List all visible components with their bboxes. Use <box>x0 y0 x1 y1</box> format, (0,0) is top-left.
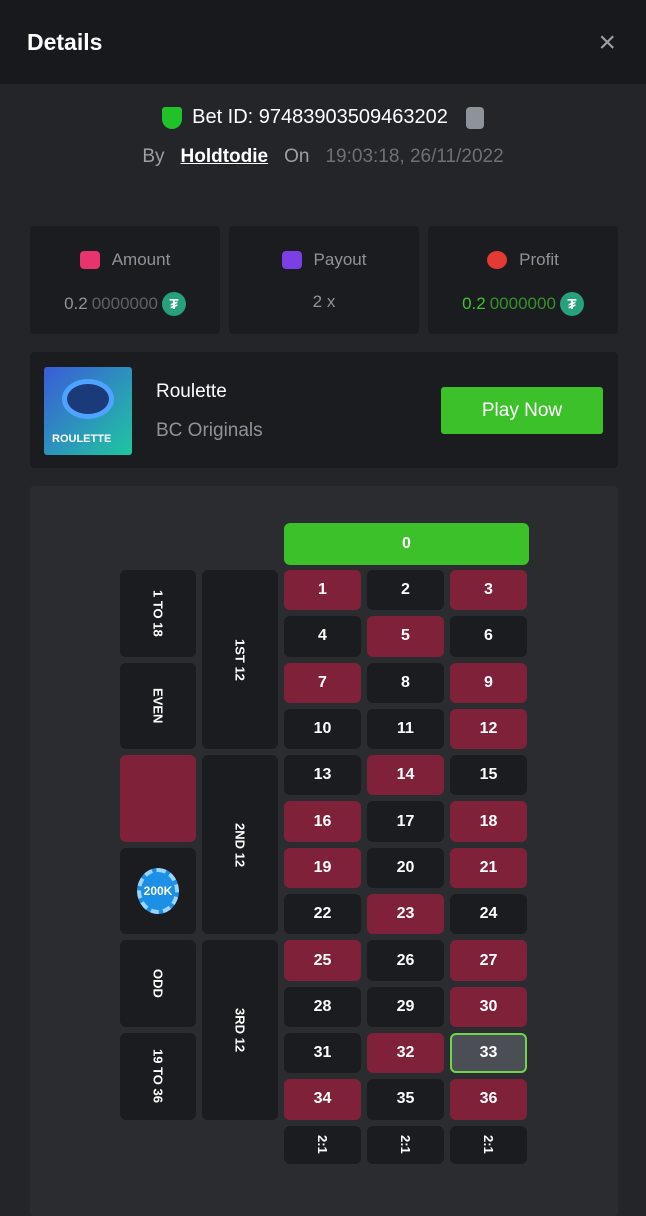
number-9: 9 <box>450 662 527 703</box>
number-35: 35 <box>367 1079 444 1120</box>
profit-value: 0.2 <box>462 294 486 313</box>
label: ODD <box>150 969 166 999</box>
game-card: ROULETTE Roulette BC Originals Play Now <box>30 352 618 468</box>
label: 1 TO 18 <box>150 589 166 637</box>
stat-label: Profit <box>519 250 559 269</box>
number-10: 10 <box>284 708 361 750</box>
number-33: 33 <box>450 1032 527 1074</box>
stat-amount: Amount 0.2 0000000 ₮ <box>30 226 220 334</box>
label: EVEN <box>150 688 166 724</box>
number-21: 21 <box>450 847 527 889</box>
thumb-label: ROULETTE <box>52 433 112 445</box>
stat-label: Amount <box>111 250 171 269</box>
profit-icon <box>487 251 508 269</box>
bet-even: EVEN <box>120 662 196 750</box>
tether-icon: ₮ <box>161 292 186 316</box>
roulette-wheel-icon <box>62 379 114 419</box>
label: 2:1 <box>315 1135 330 1154</box>
label: 2:1 <box>398 1135 413 1154</box>
number-22: 22 <box>284 894 361 935</box>
number-2: 2 <box>367 570 444 611</box>
number-20: 20 <box>367 847 444 889</box>
roulette-grid: 1 TO 18 EVEN 200K ODD 19 TO 36 1ST 12 2N… <box>120 570 527 1164</box>
bet-3rd-12: 3RD 12 <box>202 940 278 1120</box>
number-28: 28 <box>284 986 361 1027</box>
number-8: 8 <box>367 662 444 703</box>
label: 2ND 12 <box>232 822 248 867</box>
stat-label: Payout <box>313 250 367 269</box>
number-30: 30 <box>450 986 527 1027</box>
number-6: 6 <box>450 616 527 657</box>
number-16: 16 <box>284 801 361 842</box>
number-34: 34 <box>284 1079 361 1120</box>
number-12: 12 <box>450 708 527 750</box>
bet-datetime: 19:03:18, 26/11/2022 <box>325 146 504 167</box>
page-title: Details <box>27 28 103 55</box>
number-17: 17 <box>367 801 444 842</box>
number-7: 7 <box>284 662 361 703</box>
amount-value-decimals: 0000000 <box>91 294 158 313</box>
number-19: 19 <box>284 847 361 889</box>
bet-1-to-18: 1 TO 18 <box>120 570 196 657</box>
bet-id: Bet ID: 97483903509463202 <box>192 106 448 128</box>
bet-meta: By Holdtodie On 19:03:18, 26/11/2022 <box>0 146 646 168</box>
bet-19-to-36: 19 TO 36 <box>120 1032 196 1120</box>
number-25: 25 <box>284 940 361 981</box>
number-14: 14 <box>367 755 444 796</box>
number-29: 29 <box>367 986 444 1027</box>
profit-value-decimals: 0000000 <box>489 294 556 313</box>
stats: Amount 0.2 0000000 ₮ Payout 2 x Profit 0.2… <box>30 226 618 334</box>
payout-value: 2 x <box>312 292 336 311</box>
roulette-board: 0 1 TO 18 EVEN 200K ODD 19 TO 36 1ST 12 … <box>30 486 618 1216</box>
number-11: 11 <box>367 708 444 750</box>
number-15: 15 <box>450 755 527 796</box>
number-36: 36 <box>450 1079 527 1120</box>
number-31: 31 <box>284 1032 361 1074</box>
bet-2nd-12: 2ND 12 <box>202 755 278 935</box>
number-13: 13 <box>284 755 361 796</box>
label: 1ST 12 <box>232 638 248 681</box>
chip-icon: 200K <box>137 868 179 915</box>
tether-icon: ₮ <box>559 292 584 316</box>
stat-profit: Profit 0.2 0000000 ₮ <box>428 226 618 334</box>
game-name: Roulette <box>156 381 227 402</box>
number-1: 1 <box>284 570 361 611</box>
on-label: On <box>284 146 310 167</box>
play-now-button[interactable]: Play Now <box>441 387 603 434</box>
game-provider: BC Originals <box>156 420 263 441</box>
close-icon[interactable]: × <box>598 26 616 59</box>
stat-payout: Payout 2 x <box>229 226 419 334</box>
label: 19 TO 36 <box>150 1049 166 1104</box>
bet-id-row: Bet ID: 97483903509463202 <box>0 106 646 129</box>
bet-black: 200K <box>120 847 196 935</box>
column-bet: 2:1 <box>450 1125 527 1164</box>
shield-check-icon <box>162 106 183 129</box>
payout-card-icon <box>281 251 302 269</box>
number-0: 0 <box>284 523 529 565</box>
number-26: 26 <box>367 940 444 981</box>
number-24: 24 <box>450 894 527 935</box>
bet-1st-12: 1ST 12 <box>202 570 278 750</box>
copy-icon[interactable] <box>465 106 484 129</box>
amount-value: 0.2 <box>64 294 88 313</box>
number-18: 18 <box>450 801 527 842</box>
label: 2:1 <box>481 1135 496 1154</box>
label: 3RD 12 <box>232 1007 248 1052</box>
amount-icon <box>79 251 100 269</box>
game-thumbnail[interactable]: ROULETTE <box>44 367 132 455</box>
column-bet: 2:1 <box>367 1125 444 1164</box>
number-23: 23 <box>367 894 444 935</box>
number-4: 4 <box>284 616 361 657</box>
number-5: 5 <box>367 616 444 657</box>
header: Details × <box>0 0 646 84</box>
bet-odd: ODD <box>120 940 196 1027</box>
by-label: By <box>142 146 165 167</box>
number-27: 27 <box>450 940 527 981</box>
bet-red <box>120 755 196 842</box>
column-bet: 2:1 <box>284 1125 361 1164</box>
number-3: 3 <box>450 570 527 611</box>
user-link[interactable]: Holdtodie <box>180 146 269 167</box>
number-32: 32 <box>367 1032 444 1074</box>
